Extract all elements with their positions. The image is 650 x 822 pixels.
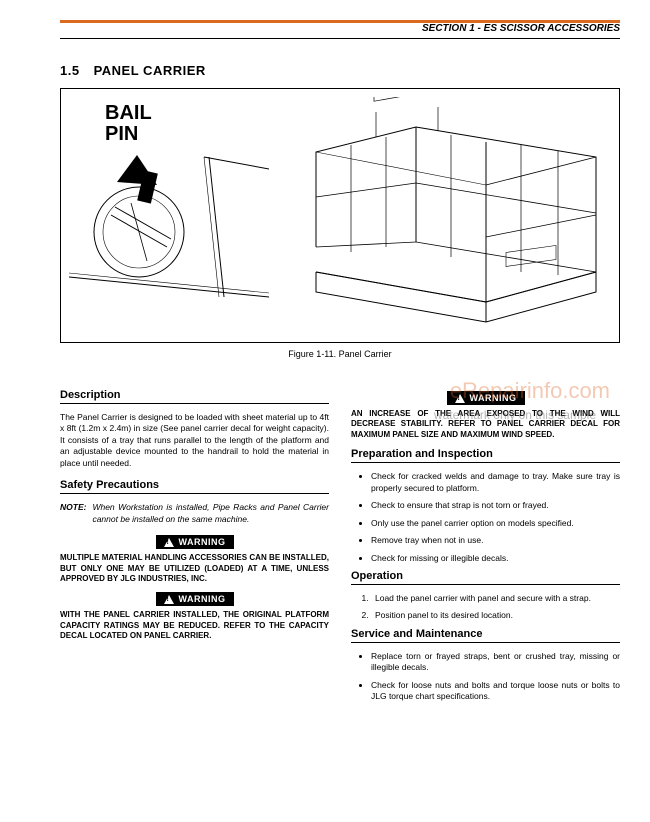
section-name: PANEL CARRIER [94, 63, 206, 78]
watermark-sub: watermark only on this sample [434, 408, 596, 422]
list-item: Check to ensure that strap is not torn o… [371, 500, 620, 511]
figure-panel-carrier: BAIL PIN [60, 88, 620, 343]
prep-heading: Preparation and Inspection [351, 448, 620, 463]
warning-text-2: WITH THE PANEL CARRIER INSTALLED, THE OR… [60, 610, 329, 641]
list-item: Replace torn or frayed straps, bent or c… [371, 651, 620, 674]
svc-heading: Service and Maintenance [351, 628, 620, 643]
safety-heading: Safety Precautions [60, 479, 329, 494]
note-label: NOTE: [60, 502, 86, 525]
section-number: 1.5 [60, 63, 80, 78]
list-item: Position panel to its desired location. [371, 610, 620, 621]
op-heading: Operation [351, 570, 620, 585]
bail-line1: BAIL [105, 102, 152, 124]
figure-right-platform [296, 97, 611, 334]
bail-line2: PIN [105, 123, 138, 145]
watermark-main: eRepairinfo.com [450, 378, 610, 404]
list-item: Load the panel carrier with panel and se… [371, 593, 620, 604]
warning-icon [164, 538, 174, 547]
prep-list: Check for cracked welds and damage to tr… [351, 471, 620, 564]
bail-pin-drawing [69, 97, 269, 327]
section-title: 1.5 PANEL CARRIER [60, 63, 620, 78]
figure-caption: Figure 1-11. Panel Carrier [60, 349, 620, 359]
list-item: Only use the panel carrier option on mod… [371, 518, 620, 529]
description-heading: Description [60, 389, 329, 404]
list-item: Check for cracked welds and damage to tr… [371, 471, 620, 494]
two-column-content: Description The Panel Carrier is designe… [60, 383, 620, 709]
note-text: When Workstation is installed, Pipe Rack… [92, 502, 329, 525]
op-list: Load the panel carrier with panel and se… [351, 593, 620, 622]
warning-badge-2: WARNING [156, 592, 234, 606]
warning-badge-1: WARNING [156, 535, 234, 549]
platform-drawing [296, 97, 606, 332]
warning-badge-1-wrap: WARNING [60, 535, 329, 553]
left-column: Description The Panel Carrier is designe… [60, 383, 329, 709]
list-item: Remove tray when not in use. [371, 535, 620, 546]
page-header: SECTION 1 - ES SCISSOR ACCESSORIES [60, 23, 620, 39]
figure-left-detail: BAIL PIN [69, 97, 286, 334]
list-item: Check for missing or illegible decals. [371, 553, 620, 564]
description-body: The Panel Carrier is designed to be load… [60, 412, 329, 469]
list-item: Check for loose nuts and bolts and torqu… [371, 680, 620, 703]
right-column: WARNING AN INCREASE OF THE AREA EXPOSED … [351, 383, 620, 709]
warning-label-1: WARNING [179, 537, 226, 547]
svc-list: Replace torn or frayed straps, bent or c… [351, 651, 620, 703]
warning-icon [455, 394, 465, 403]
warning-text-1: MULTIPLE MATERIAL HANDLING ACCESSORIES C… [60, 553, 329, 584]
warning-label-2: WARNING [179, 594, 226, 604]
warning-icon [164, 595, 174, 604]
bail-pin-label: BAIL PIN [105, 103, 152, 145]
note-block: NOTE: When Workstation is installed, Pip… [60, 502, 329, 525]
warning-badge-2-wrap: WARNING [60, 592, 329, 610]
